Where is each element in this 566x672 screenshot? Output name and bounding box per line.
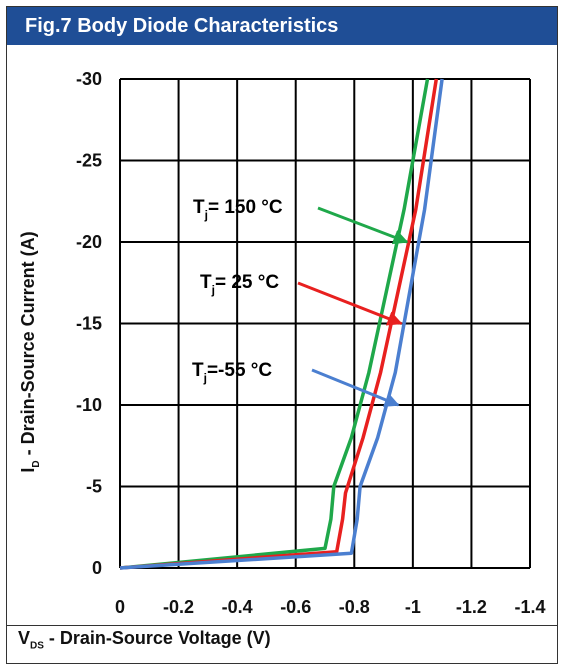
series-annotation-arrow: [297, 281, 403, 326]
y-tick-label: 0: [92, 558, 102, 578]
x-tick-label: -0.4: [222, 597, 253, 617]
y-tick-label: -15: [76, 314, 102, 334]
series-line: [119, 78, 439, 570]
series-annotation: Tj= 150 °C: [193, 197, 283, 222]
x-tick-label: -1: [405, 597, 421, 617]
series-annotation: Tj=-55 °C: [192, 360, 272, 385]
x-tick-label: -1.4: [514, 597, 545, 617]
series-line: [119, 78, 444, 570]
series-annotation: Tj= 25 °C: [200, 272, 279, 297]
x-tick-label: -0.2: [163, 597, 194, 617]
y-tick-label: -20: [76, 232, 102, 252]
series-annotation-arrow: [317, 206, 409, 245]
x-tick-label: -1.2: [456, 597, 487, 617]
series-annotation-arrow: [311, 368, 400, 407]
figure-title: Fig.7 Body Diode Characteristics: [7, 7, 557, 45]
y-tick-label: -30: [76, 69, 102, 89]
y-tick-label: -5: [86, 477, 102, 497]
footer-divider: [7, 625, 557, 626]
x-tick-label: -0.8: [339, 597, 370, 617]
x-tick-label: -0.6: [280, 597, 311, 617]
y-tick-label: -25: [76, 151, 102, 171]
x-axis-label: VDS - Drain-Source Voltage (V): [18, 628, 271, 652]
y-tick-label: -10: [76, 395, 102, 415]
x-tick-label: 0: [115, 597, 125, 617]
